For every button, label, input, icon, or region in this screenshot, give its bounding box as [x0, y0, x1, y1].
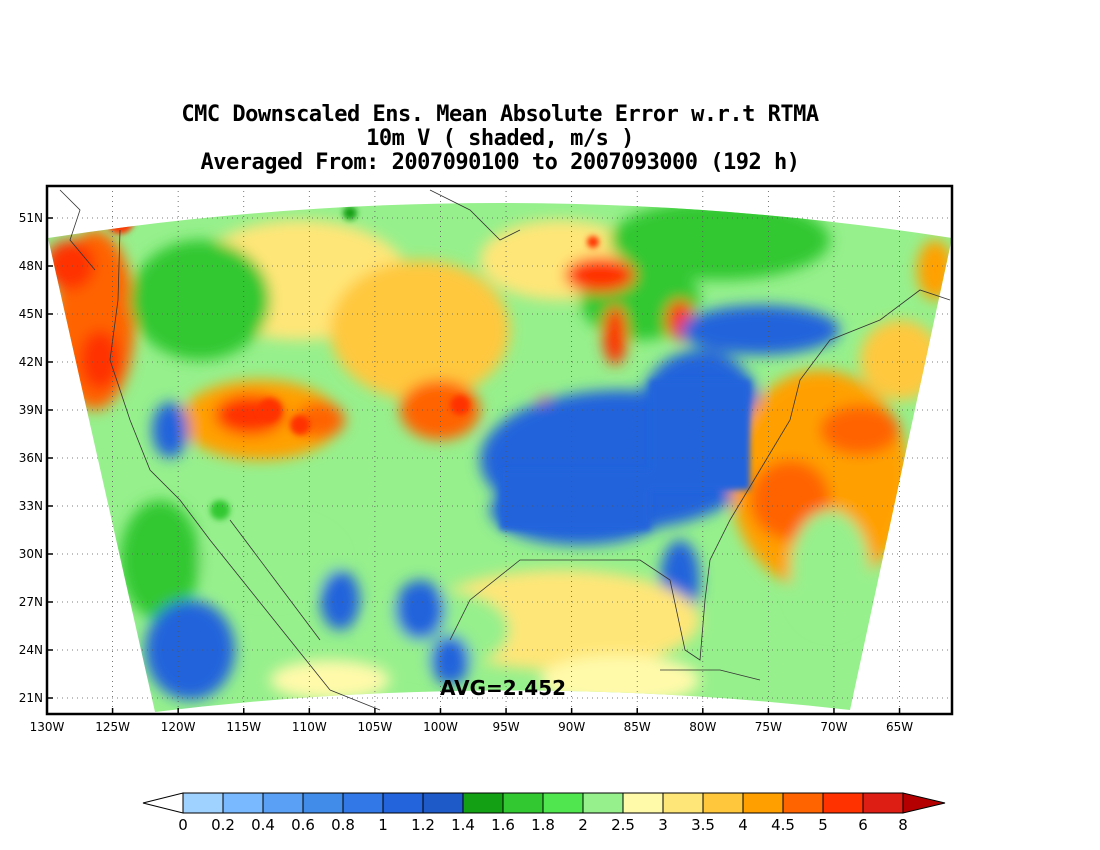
colorbar-swatch — [502, 792, 544, 814]
colorbar-label: 0.2 — [211, 816, 235, 834]
colorbar-swatch — [782, 792, 824, 814]
colorbar-min-arrow — [142, 792, 184, 814]
colorbar-label: 4.5 — [771, 816, 795, 834]
lat-tick-label: 42N — [19, 355, 43, 369]
colorbar-swatch — [742, 792, 784, 814]
colorbar: 0 0.2 0.4 0.6 0.8 1 1.2 1.4 1.6 1.8 2 2.5 3 3.5 4 4.5 5 6… — [142, 792, 946, 834]
colorbar-label: 0.4 — [251, 816, 275, 834]
colorbar-label: 0 — [178, 816, 188, 834]
colorbar-swatch — [262, 792, 304, 814]
lon-tick-label: 125W — [95, 720, 130, 734]
title-line-1: CMC Downscaled Ens. Mean Absolute Error … — [181, 102, 819, 127]
colorbar-label: 0.8 — [331, 816, 355, 834]
colorbar-swatch — [542, 792, 584, 814]
lon-tick-label: 95W — [492, 720, 519, 734]
colorbar-swatch — [622, 792, 664, 814]
lat-tick-label: 39N — [19, 403, 43, 417]
lon-tick-label: 80W — [689, 720, 716, 734]
lat-tick-label: 24N — [19, 643, 43, 657]
colorbar-swatch — [662, 792, 704, 814]
latitude-axis: 51N 48N 45N 42N 39N 36N 33N 30N 27N 24N 21N — [19, 211, 53, 705]
lat-tick-label: 48N — [19, 259, 43, 273]
coastlines — [59, 189, 951, 711]
colorbar-max-arrow — [902, 792, 946, 814]
lat-tick-label: 45N — [19, 307, 43, 321]
lat-tick-label: 36N — [19, 451, 43, 465]
graticule — [47, 186, 952, 714]
colorbar-swatch — [862, 792, 904, 814]
lat-tick-label: 33N — [19, 499, 43, 513]
lat-tick-label: 30N — [19, 547, 43, 561]
title-line-3: Averaged From: 2007090100 to 2007093000 … — [200, 150, 800, 175]
colorbar-label: 1.8 — [531, 816, 555, 834]
colorbar-label: 0.6 — [291, 816, 315, 834]
colorbar-label: 4 — [738, 816, 748, 834]
lon-tick-label: 65W — [886, 720, 913, 734]
lon-tick-label: 120W — [161, 720, 196, 734]
colorbar-label: 5 — [818, 816, 828, 834]
colorbar-label: 8 — [898, 816, 908, 834]
lon-tick-label: 85W — [624, 720, 651, 734]
lon-tick-label: 70W — [820, 720, 847, 734]
colorbar-label: 1.6 — [491, 816, 515, 834]
colorbar-swatch — [382, 792, 424, 814]
longitude-axis: 130W 125W 120W 115W 110W 105W 100W 95W 90W 85W 80W… — [30, 708, 913, 734]
lon-tick-label: 90W — [558, 720, 585, 734]
title-line-2: 10m V ( shaded, m/s ) — [366, 126, 634, 151]
colorbar-swatch — [422, 792, 464, 814]
colorbar-label: 2.5 — [611, 816, 635, 834]
colorbar-swatch — [702, 792, 744, 814]
colorbar-label: 1 — [378, 816, 388, 834]
lon-tick-label: 110W — [292, 720, 327, 734]
average-label: AVG=2.452 — [440, 676, 566, 700]
lat-tick-label: 21N — [19, 691, 43, 705]
colorbar-label: 2 — [578, 816, 588, 834]
colorbar-label: 1.2 — [411, 816, 435, 834]
colorbar-swatch — [462, 792, 504, 814]
colorbar-label: 3 — [658, 816, 668, 834]
colorbar-label: 6 — [858, 816, 868, 834]
lat-tick-label: 51N — [19, 211, 43, 225]
colorbar-swatch — [302, 792, 344, 814]
map-frame — [45, 184, 954, 716]
lon-tick-label: 105W — [358, 720, 393, 734]
colorbar-label: 1.4 — [451, 816, 475, 834]
colorbar-swatch — [822, 792, 864, 814]
colorbar-swatch — [182, 792, 224, 814]
colorbar-label: 3.5 — [691, 816, 715, 834]
colorbar-swatch — [582, 792, 624, 814]
lat-tick-label: 27N — [19, 595, 43, 609]
colorbar-swatch — [342, 792, 384, 814]
lon-tick-label: 100W — [423, 720, 458, 734]
lon-tick-label: 130W — [30, 720, 65, 734]
colorbar-swatch — [222, 792, 264, 814]
lon-tick-label: 75W — [755, 720, 782, 734]
lon-tick-label: 115W — [226, 720, 261, 734]
